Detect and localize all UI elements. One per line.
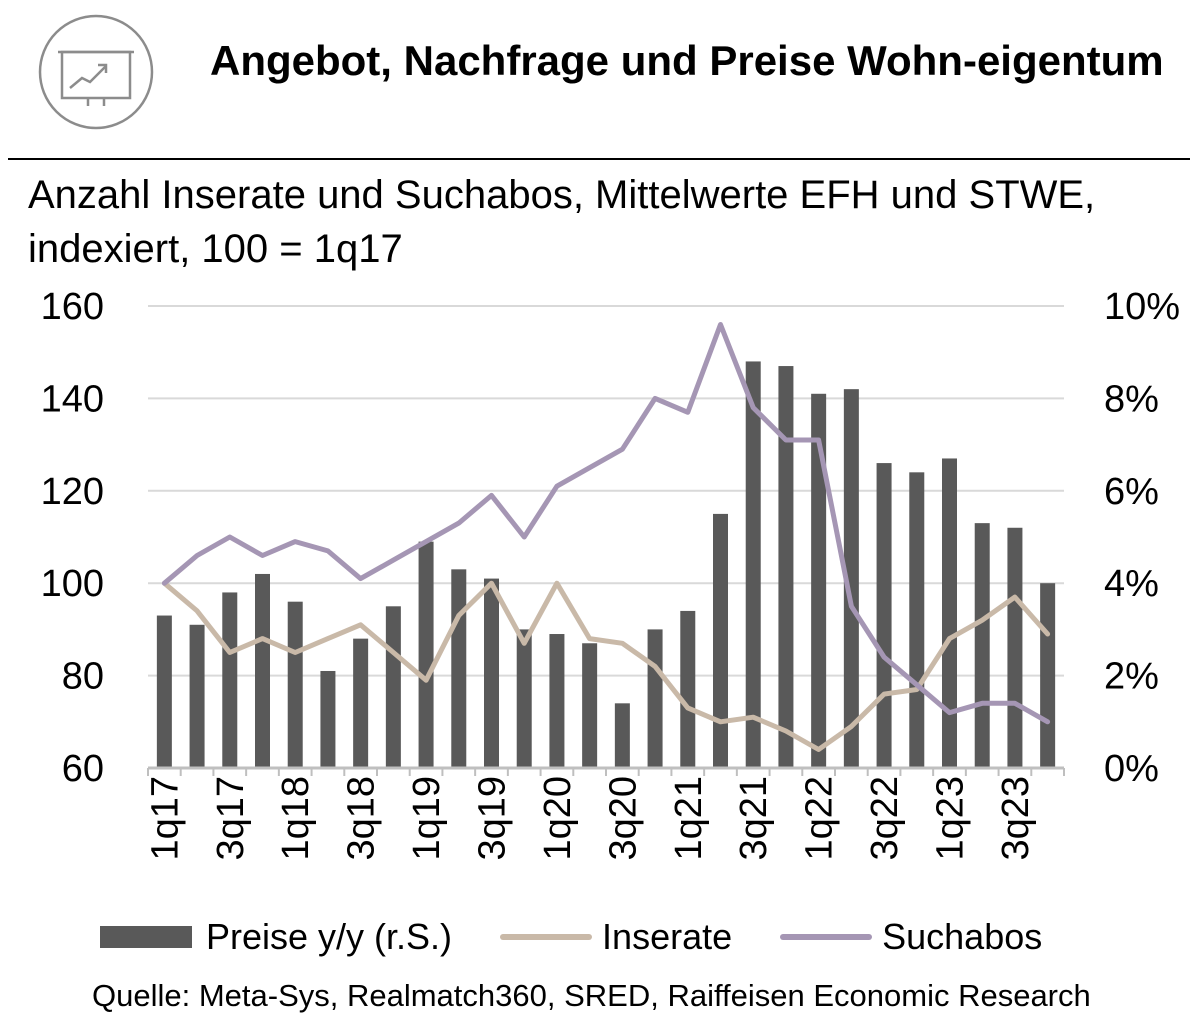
bar-preise: [614, 703, 630, 768]
line-suchabos: [161, 322, 1051, 725]
legend-label-preise: Preise y/y (r.S.): [206, 916, 453, 957]
bar-preise: [385, 606, 401, 768]
header-divider: [8, 158, 1190, 160]
x-tick-labels: 1q17 3q17 1q18 3q18 1q19 3q19 1q20 3q20 1q21 3q21…: [144, 776, 1037, 861]
presentation-chart-icon: [38, 14, 154, 130]
x-tick-label: 3q18: [341, 776, 383, 861]
legend-label-inserate: Inserate: [602, 916, 733, 957]
bar-preise: [156, 615, 172, 768]
legend-item-suchabos: Suchabos: [780, 916, 1042, 958]
legend-swatch-inserate: [500, 934, 593, 940]
legend-swatch-preise: [100, 926, 192, 948]
x-tick-label: 1q19: [406, 776, 448, 861]
legend: Preise y/y (r.S.) Inserate Suchabos: [100, 912, 1190, 962]
y-left-tick-label: 120: [41, 471, 104, 513]
legend-item-preise: Preise y/y (r.S.): [100, 916, 452, 958]
bar-preise: [843, 389, 859, 768]
y-right-tick-label: 8%: [1104, 378, 1159, 420]
x-tick-label: 3q20: [602, 776, 644, 861]
x-tick-label: 1q23: [930, 776, 972, 861]
x-tick-label: 1q20: [537, 776, 579, 861]
x-tick-label: 3q19: [472, 776, 514, 861]
bar-preise: [680, 610, 696, 768]
bar-preise: [418, 541, 434, 768]
legend-swatch-suchabos: [780, 934, 873, 940]
legend-item-inserate: Inserate: [500, 916, 732, 958]
y-right-tick-label: 0%: [1104, 748, 1159, 790]
y-left-tick-label: 80: [62, 656, 104, 698]
x-tick-label: 3q23: [995, 776, 1037, 861]
bar-preise: [1040, 583, 1056, 768]
y-axis-right: 0% 2% 4% 6% 8% 10%: [1104, 286, 1180, 790]
y-right-tick-label: 2%: [1104, 656, 1159, 698]
bar-preise: [647, 629, 663, 768]
chart-subtitle: Anzahl Inserate und Suchabos, Mittelwert…: [28, 173, 1096, 271]
gridlines: [148, 305, 1064, 677]
bar-preise: [942, 458, 957, 768]
bar-preise: [320, 670, 336, 768]
bar-preise: [909, 472, 925, 768]
x-tick-label: 1q17: [144, 776, 186, 861]
line-inserate: [161, 580, 1051, 752]
y-left-tick-label: 160: [41, 286, 104, 328]
bar-series-preise: [156, 361, 1056, 768]
line-series: [161, 322, 1051, 752]
y-left-tick-label: 140: [41, 378, 104, 420]
y-left-tick-label: 60: [62, 748, 104, 790]
bar-preise: [745, 361, 761, 768]
bar-preise: [189, 624, 205, 768]
bar-preise: [255, 573, 270, 768]
bar-preise: [222, 592, 238, 768]
x-tick-label: 1q21: [668, 776, 710, 861]
bar-preise: [484, 578, 499, 768]
bar-preise: [287, 601, 303, 768]
y-right-tick-label: 6%: [1104, 471, 1159, 513]
y-right-tick-label: 10%: [1104, 286, 1180, 328]
bar-preise: [1007, 527, 1023, 768]
bar-preise: [451, 569, 467, 768]
bar-preise: [974, 523, 990, 768]
bar-preise: [876, 463, 892, 768]
x-axis: [147, 766, 1065, 776]
bar-preise: [516, 629, 532, 768]
bar-preise: [811, 393, 827, 768]
x-tick-label: 3q22: [864, 776, 906, 861]
y-left-tick-label: 100: [41, 563, 104, 605]
legend-label-suchabos: Suchabos: [882, 916, 1043, 957]
x-tick-label: 3q17: [210, 776, 252, 861]
bar-preise: [353, 638, 369, 768]
x-tick-label: 1q22: [799, 776, 841, 861]
bar-preise: [549, 634, 565, 768]
bar-preise: [582, 643, 598, 768]
source-note: Quelle: Meta-Sys, Realmatch360, SRED, Ra…: [92, 978, 1091, 1013]
chart-title: Angebot, Nachfrage und Preise Wohn-eigen…: [210, 37, 1164, 84]
x-tick-label: 1q18: [275, 776, 317, 861]
y-axis-left: 60 80 100 120 140 160: [41, 286, 104, 790]
x-tick-label: 3q21: [733, 776, 775, 861]
y-right-tick-label: 4%: [1104, 563, 1159, 605]
bar-preise: [713, 513, 728, 768]
bar-preise: [778, 366, 794, 768]
